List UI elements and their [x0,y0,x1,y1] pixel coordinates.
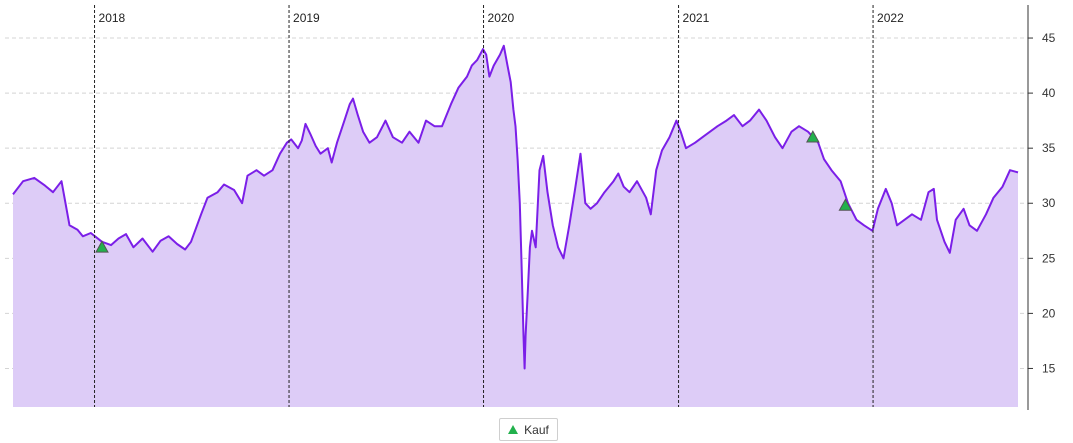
year-label: 2020 [488,11,515,25]
y-tick-label: 30 [1042,196,1056,210]
year-label: 2019 [293,11,320,25]
buy-marker [805,130,820,143]
marker-layer [95,130,853,253]
y-tick-label: 20 [1042,306,1056,320]
year-divider-layer [94,5,874,407]
year-label-layer: 2018 2019 2020 2021 2022 [99,11,905,25]
y-axis: 15 20 25 30 35 40 45 [1027,5,1056,410]
year-label: 2022 [877,11,904,25]
series-line [12,44,1019,370]
y-tick-label: 45 [1042,31,1056,45]
buy-marker [95,240,109,253]
year-label: 2021 [683,11,710,25]
triangle-up-icon [508,425,519,434]
area-layer [12,44,1019,408]
series-area [13,45,1018,408]
buy-marker [838,198,853,211]
legend-item-kauf[interactable]: Kauf [499,418,558,441]
y-tick-label: 25 [1042,251,1056,265]
legend-label: Kauf [524,422,549,437]
y-tick-label: 40 [1042,86,1056,100]
y-tick-label: 35 [1042,141,1056,155]
y-tick-label: 15 [1042,361,1056,375]
year-label: 2018 [99,11,126,25]
